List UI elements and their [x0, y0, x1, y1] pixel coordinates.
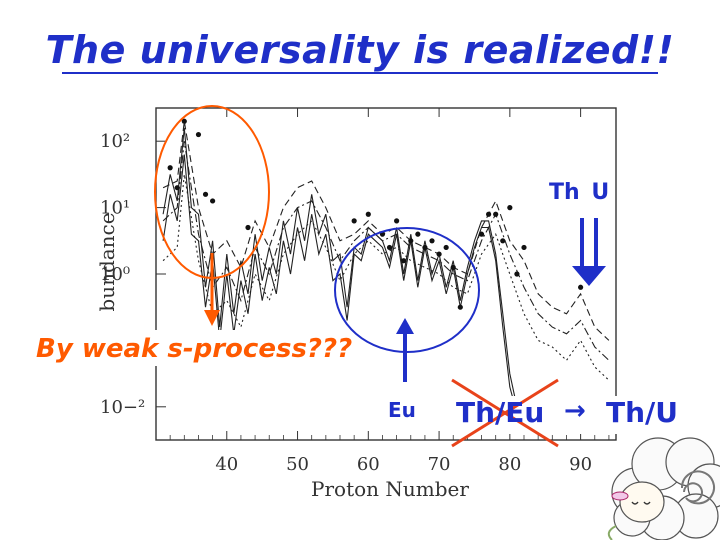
data-point — [478, 231, 485, 237]
y-tick-label: 10¹ — [100, 198, 130, 219]
data-point — [521, 244, 527, 251]
title-underline — [62, 72, 658, 74]
data-point — [415, 231, 421, 237]
series-line-solid — [162, 154, 525, 427]
orange-arrow-head — [204, 310, 220, 326]
right-arrow-icon: → — [564, 396, 586, 426]
x-tick-label: 40 — [215, 454, 238, 475]
y-tick-label: 10−² — [100, 397, 145, 418]
sheep-face — [619, 481, 665, 523]
slide-title: The universality is realized!! — [45, 28, 675, 72]
data-point — [443, 244, 449, 251]
th-u-arrow-head — [572, 266, 606, 286]
data-point — [401, 258, 407, 264]
data-point — [500, 238, 506, 244]
data-point — [457, 304, 463, 310]
y-axis-label: bundance — [95, 212, 119, 311]
data-point — [408, 238, 414, 244]
sheep-eye — [631, 501, 639, 505]
data-point — [245, 224, 251, 231]
eu-label: Eu — [388, 398, 416, 422]
data-point — [195, 131, 202, 138]
data-point — [507, 205, 513, 211]
x-tick-label: 50 — [286, 454, 309, 475]
th-u-ratio-label: Th/U — [606, 396, 678, 429]
series-line-solid — [162, 127, 525, 421]
th-u-label: Th U — [549, 180, 610, 205]
data-point — [436, 251, 442, 257]
data-point — [493, 211, 499, 217]
sheep-ear — [611, 491, 629, 501]
data-point — [422, 244, 428, 251]
axis-ticks: 40 50 60 70 80 90 10−² 10⁰ 10¹ 10² Proton Number bu… — [95, 108, 610, 501]
x-tick-label: 80 — [498, 454, 521, 475]
x-tick-label: 70 — [428, 454, 451, 475]
data-point — [167, 165, 173, 171]
annotation-layer — [30, 105, 692, 448]
sheep-tail — [607, 525, 617, 540]
data-point — [450, 264, 456, 270]
sheep-swirl — [680, 470, 715, 505]
series-line-dashdot — [162, 141, 610, 361]
th-eu-label: Th/Eu — [456, 396, 545, 429]
label-background — [452, 396, 692, 434]
x-axis-label: Proton Number — [311, 477, 469, 501]
data-point — [181, 118, 187, 124]
eu-arrow-head — [396, 318, 414, 334]
sheep-icon — [607, 437, 720, 540]
cross-line — [451, 378, 559, 448]
data-point — [365, 211, 371, 217]
points-layer — [167, 118, 584, 310]
y-tick-label: 10² — [100, 131, 130, 152]
data-point — [394, 218, 400, 224]
data-point — [429, 238, 435, 244]
data-point — [174, 185, 180, 191]
x-tick-label: 90 — [569, 454, 592, 475]
data-point — [578, 284, 584, 290]
weak-s-process-note: By weak s-process??? — [36, 334, 353, 364]
data-point — [514, 271, 520, 277]
data-point — [386, 244, 393, 251]
data-point — [351, 218, 357, 224]
data-point — [486, 211, 492, 217]
x-tick-label: 60 — [357, 454, 380, 475]
label-background — [30, 330, 396, 366]
data-point — [210, 198, 216, 204]
sheep-eye — [643, 501, 651, 505]
y-tick-label: 10⁰ — [100, 264, 130, 285]
data-point — [202, 191, 209, 197]
